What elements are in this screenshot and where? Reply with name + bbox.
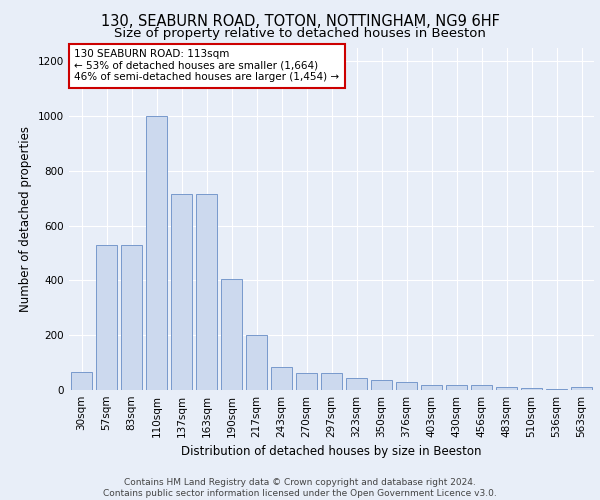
Text: 130 SEABURN ROAD: 113sqm
← 53% of detached houses are smaller (1,664)
46% of sem: 130 SEABURN ROAD: 113sqm ← 53% of detach… xyxy=(74,49,340,82)
Text: 130, SEABURN ROAD, TOTON, NOTTINGHAM, NG9 6HF: 130, SEABURN ROAD, TOTON, NOTTINGHAM, NG… xyxy=(101,14,499,29)
Bar xyxy=(571,386,592,390)
Bar xyxy=(396,382,417,390)
Bar xyxy=(96,245,117,390)
Y-axis label: Number of detached properties: Number of detached properties xyxy=(19,126,32,312)
Bar xyxy=(246,335,267,390)
Text: Contains HM Land Registry data © Crown copyright and database right 2024.
Contai: Contains HM Land Registry data © Crown c… xyxy=(103,478,497,498)
Bar xyxy=(546,388,567,390)
Bar xyxy=(446,385,467,390)
Text: Size of property relative to detached houses in Beeston: Size of property relative to detached ho… xyxy=(114,28,486,40)
Bar xyxy=(521,388,542,390)
Bar xyxy=(196,194,217,390)
Bar xyxy=(71,372,92,390)
Bar xyxy=(171,194,192,390)
Bar xyxy=(346,378,367,390)
Bar xyxy=(146,116,167,390)
Bar xyxy=(296,373,317,390)
Bar xyxy=(321,373,342,390)
Bar xyxy=(371,380,392,390)
X-axis label: Distribution of detached houses by size in Beeston: Distribution of detached houses by size … xyxy=(181,446,482,458)
Bar xyxy=(496,386,517,390)
Bar xyxy=(421,384,442,390)
Bar xyxy=(471,385,492,390)
Bar xyxy=(221,279,242,390)
Bar xyxy=(121,245,142,390)
Bar xyxy=(271,366,292,390)
